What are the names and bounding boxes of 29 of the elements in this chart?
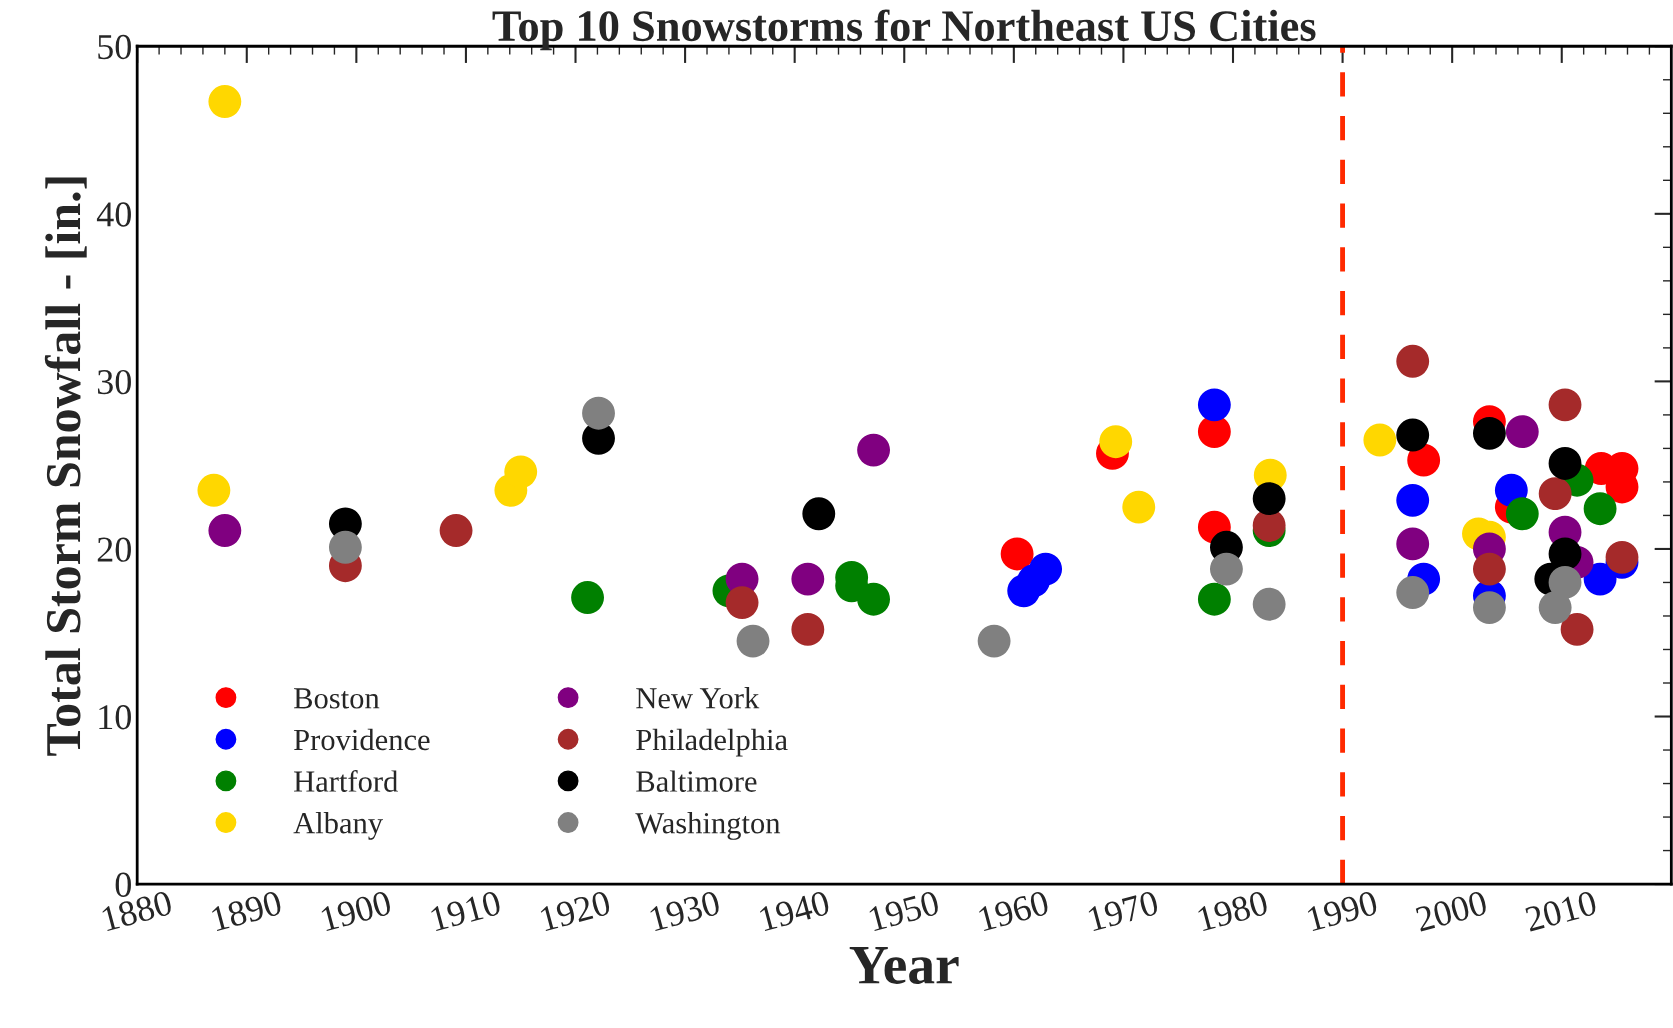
- x-tick-label: 1900: [320, 890, 393, 932]
- y-tick-label: 50: [98, 34, 131, 60]
- x-tick-label: 1930: [649, 890, 721, 932]
- x-tick-label: 1990: [1306, 890, 1379, 932]
- chart-title: Top 10 Snowstorms for Northeast US Cities: [492, 9, 1316, 51]
- x-tick-label: 1940: [758, 890, 831, 932]
- legend-label: Hartford: [294, 770, 398, 792]
- y-tick-label: 20: [97, 537, 131, 562]
- x-tick-label: 1960: [978, 890, 1050, 932]
- legend-label: Boston: [294, 688, 380, 709]
- y-tick-label: 30: [97, 369, 131, 395]
- x-tick-label: 1920: [539, 890, 612, 932]
- x-tick-label: 1980: [1197, 890, 1269, 932]
- legend-label: Washington: [635, 812, 781, 840]
- y-tick-label: 10: [99, 705, 131, 730]
- x-tick-label: 1950: [868, 890, 941, 932]
- x-axis-title: Year: [849, 946, 959, 984]
- legend-label: Providence: [294, 728, 430, 751]
- x-tick-label: 1890: [210, 890, 283, 932]
- x-tick-label: 2010: [1524, 890, 1598, 932]
- legend-label: Baltimore: [636, 770, 757, 792]
- legend-label: New York: [636, 687, 760, 709]
- legend-label: Albany: [293, 812, 383, 840]
- x-tick-label: 1910: [430, 890, 502, 932]
- x-tick-label: 2000: [1414, 890, 1489, 932]
- y-tick-label: 40: [96, 202, 131, 227]
- x-tick-label: 1970: [1087, 890, 1160, 932]
- legend-label: Philadelphia: [636, 728, 788, 757]
- y-axis-title: Total Storm Snowfall - [in.]: [44, 177, 87, 756]
